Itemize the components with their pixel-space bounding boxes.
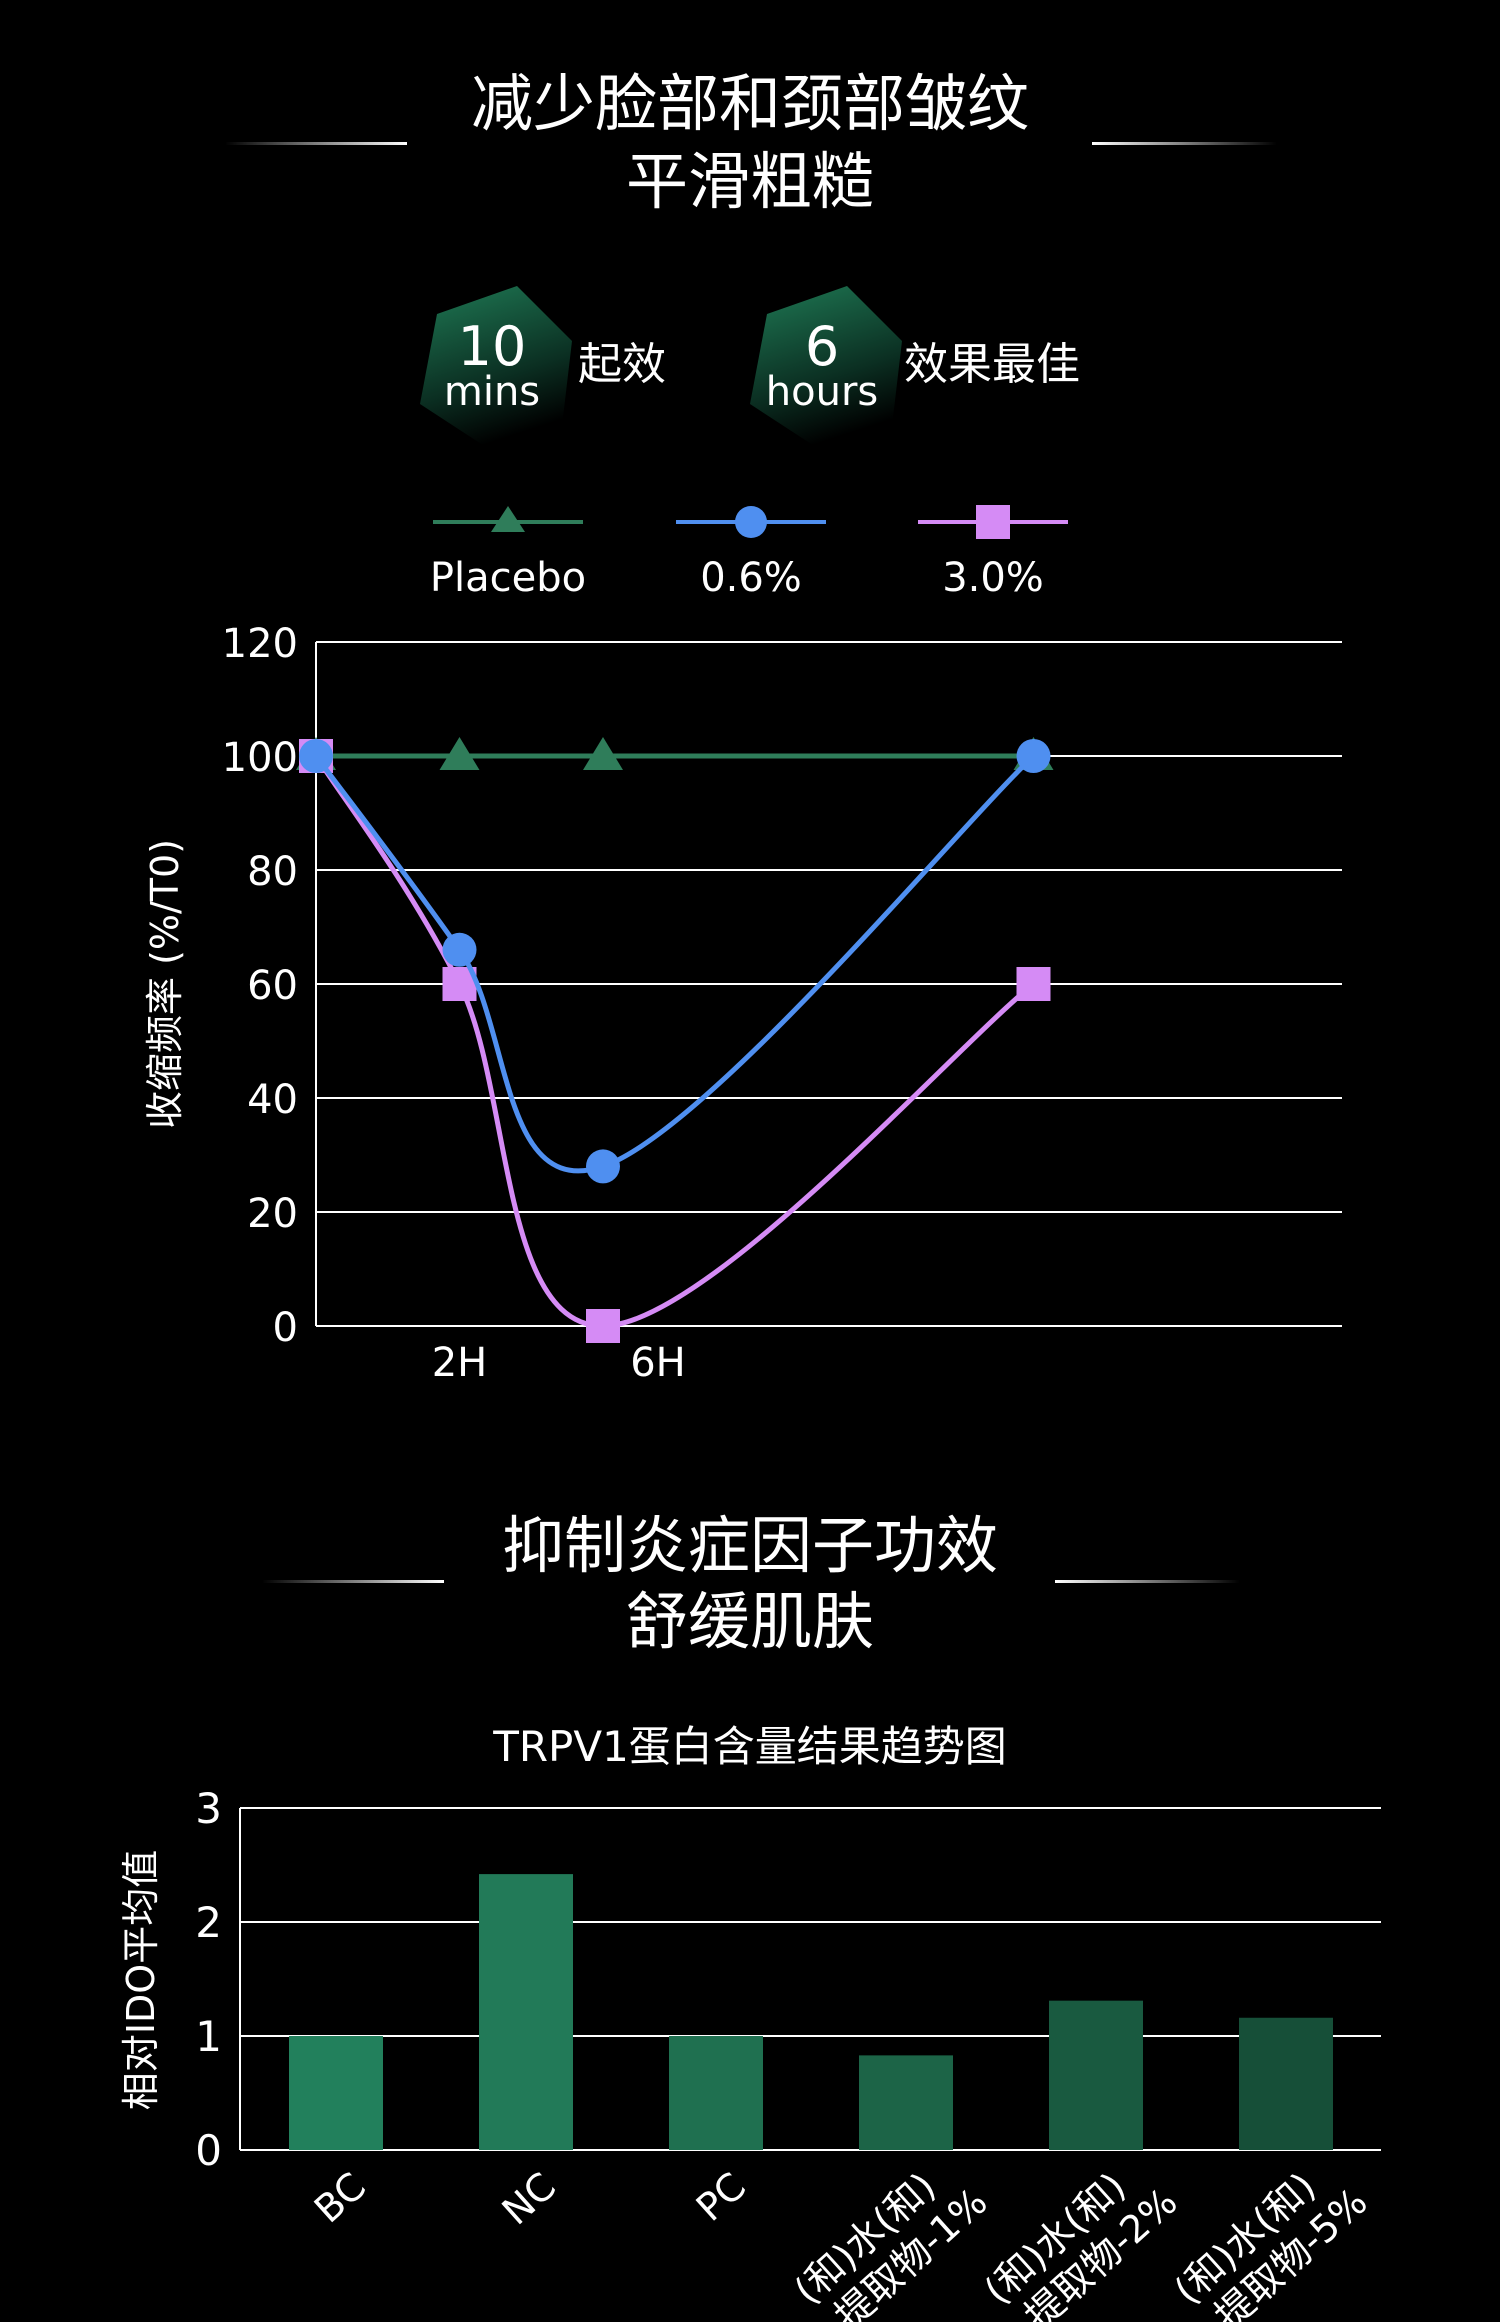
- y-tick-label: 100: [222, 735, 298, 781]
- section1-title-line1: 减少脸部和颈部皱纹: [470, 67, 1029, 140]
- square-marker-icon: [918, 505, 1068, 539]
- x-tick-label: (和)水(和)提取物-1%: [786, 2145, 996, 2322]
- y-tick-label: 80: [247, 849, 298, 895]
- legend-label-placebo: Placebo: [429, 555, 587, 601]
- bar: [859, 2055, 953, 2150]
- peak-badge: 6 hours: [742, 286, 902, 451]
- y-axis-label: 相对IDO平均值: [119, 1850, 163, 2110]
- y-tick-label: 120: [222, 621, 298, 667]
- triangle-marker-icon: [433, 506, 583, 532]
- y-axis-label: 收缩频率 (%/T0): [143, 839, 187, 1129]
- onset-badge: 10 mins: [412, 286, 572, 451]
- title-rule-right: [1092, 142, 1277, 145]
- title-rule-left: [262, 1580, 444, 1583]
- bar-chart-title: TRPV1蛋白含量结果趋势图: [493, 1722, 1007, 1771]
- legend-label-06: 0.6%: [700, 555, 802, 601]
- data-point-placebo: [439, 737, 480, 770]
- x-tick-label: 6H: [630, 1340, 686, 1386]
- data-point-0.6: [586, 1149, 620, 1184]
- data-point-0.6: [442, 932, 477, 967]
- y-tick-label: 60: [247, 963, 298, 1009]
- data-point-0.6: [1016, 739, 1051, 773]
- bar: [479, 1874, 573, 2150]
- bar: [1049, 2000, 1143, 2150]
- peak-number: 6: [804, 315, 840, 378]
- onset-number: 10: [457, 315, 527, 378]
- y-tick-label: 3: [195, 1784, 222, 1833]
- x-tick-label: NC: [494, 2164, 564, 2233]
- legend-06: 0.6%: [676, 498, 826, 608]
- line-chart: 0 20 40 60 80 100 120 2H 6H 收缩频率 (%/T0): [143, 621, 1342, 1386]
- hexagon-icon: [750, 286, 902, 451]
- data-point-3.0: [1016, 967, 1051, 1001]
- bar: [289, 2036, 383, 2150]
- x-tick-label: 2H: [432, 1340, 488, 1386]
- bar: [1239, 2017, 1333, 2150]
- y-tick-label: 0: [273, 1305, 298, 1351]
- y-tick-label: 2: [195, 1898, 222, 1947]
- section1-title-line2: 平滑粗糙: [625, 145, 874, 218]
- series-line-0.6: [313, 754, 1036, 1174]
- y-tick-label: 0: [195, 2126, 222, 2175]
- x-tick-label: PC: [688, 2164, 754, 2230]
- data-point-placebo: [583, 737, 623, 770]
- peak-caption: 效果最佳: [904, 339, 1080, 390]
- legend-30: 3.0%: [918, 498, 1068, 608]
- section2-title-line2: 舒缓肌肤: [625, 1585, 874, 1658]
- section2-title-line1: 抑制炎症因子功效: [501, 1509, 998, 1582]
- data-point-3.0: [586, 1309, 620, 1343]
- onset-caption: 起效: [578, 339, 666, 390]
- x-tick-label: (和)水(和)提取物-5%: [1166, 2145, 1376, 2322]
- y-tick-label: 40: [247, 1077, 298, 1123]
- peak-unit: hours: [765, 369, 879, 415]
- legend-label-30: 3.0%: [942, 555, 1044, 601]
- y-tick-label: 1: [195, 2012, 222, 2061]
- legend-placebo: Placebo: [430, 498, 586, 608]
- hexagon-icon: [420, 286, 572, 451]
- bar: [669, 2036, 763, 2150]
- series-line-3.0: [313, 754, 1036, 1329]
- x-tick-label: (和)水(和)提取物-2%: [976, 2145, 1186, 2322]
- y-tick-label: 20: [247, 1191, 298, 1237]
- x-tick-label: BC: [306, 2164, 374, 2231]
- circle-marker-icon: [676, 506, 826, 538]
- title-rule-left: [225, 142, 407, 145]
- data-point-0.6: [299, 739, 333, 773]
- title-rule-right: [1055, 1580, 1240, 1583]
- onset-unit: mins: [443, 369, 541, 415]
